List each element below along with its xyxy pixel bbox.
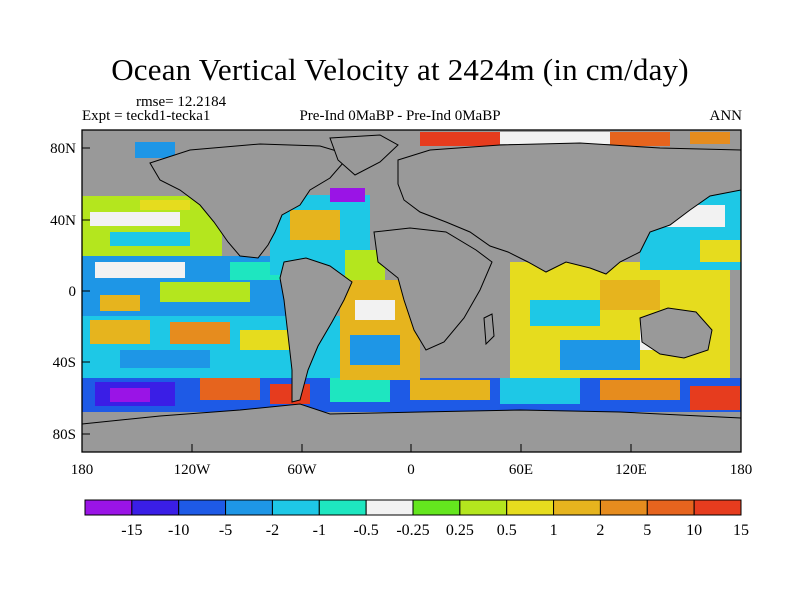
y-axis-labels: 80N 40N 0 40S 80S bbox=[50, 141, 76, 443]
map-panel: 180 120W 60W 0 60E 120E 180 80N 40N 0 40… bbox=[50, 129, 753, 478]
x-tick-label: 60E bbox=[509, 462, 533, 478]
colorbar-label: -10 bbox=[168, 522, 189, 539]
colorbar-swatch bbox=[693, 499, 742, 516]
colorbar-swatches bbox=[84, 499, 742, 516]
y-tick-label: 80N bbox=[50, 141, 76, 157]
colorbar-swatch bbox=[459, 499, 508, 516]
y-tick-label: 0 bbox=[69, 284, 77, 300]
rmse-label: rmse= 12.2184 bbox=[136, 94, 227, 110]
x-tick-label: 120W bbox=[174, 462, 212, 478]
colorbar-label: 0.25 bbox=[446, 522, 474, 539]
y-tick-label: 80S bbox=[53, 427, 76, 443]
eurasia bbox=[397, 142, 741, 275]
colorbar-label: 10 bbox=[686, 522, 702, 539]
colorbar-label: -1 bbox=[313, 522, 326, 539]
colorbar-label: 0.5 bbox=[497, 522, 517, 539]
colorbar-swatch bbox=[365, 499, 414, 516]
colorbar-swatch bbox=[506, 499, 555, 516]
colorbar-label: -2 bbox=[266, 522, 279, 539]
colorbar-label: -15 bbox=[121, 522, 142, 539]
colorbar-swatch bbox=[225, 499, 273, 516]
x-tick-label: 0 bbox=[407, 462, 415, 478]
page-title: Ocean Vertical Velocity at 2424m (in cm/… bbox=[111, 52, 689, 87]
x-axis-labels: 180 120W 60W 0 60E 120E 180 bbox=[71, 462, 753, 478]
colorbar-swatch bbox=[84, 499, 133, 516]
colorbar-label: -5 bbox=[219, 522, 232, 539]
colorbar-label: -0.5 bbox=[353, 522, 378, 539]
season-label: ANN bbox=[709, 108, 743, 124]
x-tick-label: 180 bbox=[71, 462, 94, 478]
south-america bbox=[279, 257, 353, 403]
colorbar-swatch bbox=[178, 499, 227, 516]
colorbar-swatch bbox=[553, 499, 601, 516]
comparison-label: Pre-Ind 0MaBP - Pre-Ind 0MaBP bbox=[299, 108, 501, 124]
colorbar-swatch bbox=[646, 499, 695, 516]
greenland bbox=[329, 134, 399, 176]
north-america bbox=[149, 143, 351, 259]
colorbar: -15 -10 -5 -2 -1 -0.5 -0.25 0.25 0.5 1 2 5 10 15 bbox=[84, 499, 749, 539]
x-tick-label: 60W bbox=[287, 462, 317, 478]
colorbar-swatch bbox=[318, 499, 367, 516]
australia bbox=[639, 307, 713, 359]
antarctica bbox=[82, 403, 741, 452]
experiment-label: Expt = teckd1-tecka1 bbox=[82, 108, 211, 124]
colorbar-swatch bbox=[412, 499, 461, 516]
colorbar-swatch bbox=[131, 499, 180, 516]
y-tick-label: 40N bbox=[50, 213, 76, 229]
madagascar bbox=[483, 313, 495, 346]
y-tick-label: 40S bbox=[53, 355, 76, 371]
colorbar-label: 15 bbox=[733, 522, 749, 539]
colorbar-label: 1 bbox=[550, 522, 558, 539]
x-tick-label: 180 bbox=[730, 462, 753, 478]
x-tick-label: 120E bbox=[615, 462, 647, 478]
colorbar-swatch bbox=[599, 499, 648, 516]
colorbar-label: 2 bbox=[596, 522, 604, 539]
colorbar-label: -0.25 bbox=[396, 522, 429, 539]
colorbar-label: 5 bbox=[643, 522, 651, 539]
continent-land bbox=[82, 134, 741, 452]
colorbar-swatch bbox=[271, 499, 320, 516]
colorbar-labels: -15 -10 -5 -2 -1 -0.5 -0.25 0.25 0.5 1 2 5 10 15 bbox=[121, 522, 749, 539]
map-ticks bbox=[81, 147, 742, 452]
africa bbox=[373, 227, 493, 351]
